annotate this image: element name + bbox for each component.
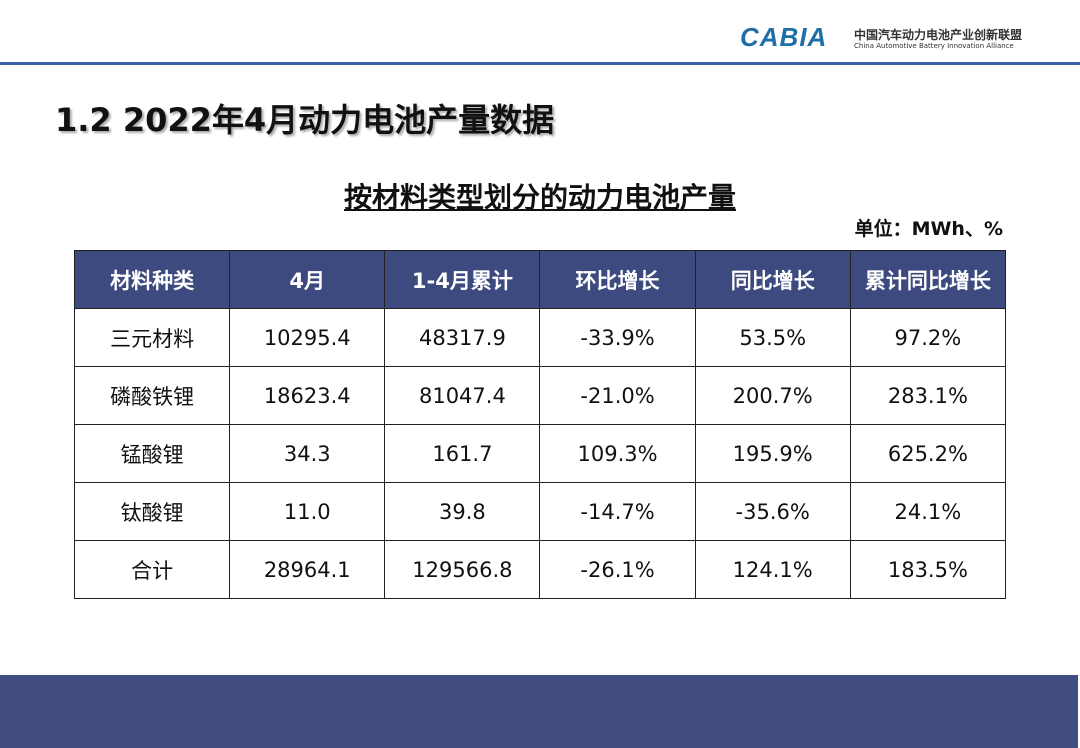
table-cell: 283.1% [849, 366, 1007, 425]
table-cell: 625.2% [849, 424, 1007, 483]
footer-band [0, 675, 1078, 748]
table-cell: 81047.4 [384, 366, 541, 425]
table-cell: 129566.8 [384, 540, 541, 599]
table-cell: 124.1% [694, 540, 851, 599]
table-cell: 109.3% [539, 424, 696, 483]
table-cell: 34.3 [229, 424, 386, 483]
table-cell: 10295.4 [229, 308, 386, 367]
header-row: 材料种类 4月 1-4月累计 环比增长 同比增长 累计同比增长 [73, 250, 1007, 309]
table-row: 合计 28964.1 129566.8 -26.1% 124.1% 183.5% [73, 540, 1007, 599]
table-cell: 200.7% [694, 366, 851, 425]
table-cell: 39.8 [384, 482, 541, 541]
column-header: 环比增长 [539, 250, 696, 309]
org-name: 中国汽车动力电池产业创新联盟 [854, 28, 1023, 42]
table-cell: 97.2% [849, 308, 1007, 367]
table-cell: 24.1% [849, 482, 1007, 541]
table-cell: 磷酸铁锂 [73, 366, 231, 425]
table-row: 三元材料 10295.4 48317.9 -33.9% 53.5% 97.2% [73, 308, 1007, 367]
column-header: 1-4月累计 [384, 250, 541, 309]
divider [0, 62, 1080, 65]
table-row: 磷酸铁锂 18623.4 81047.4 -21.0% 200.7% 283.1% [73, 366, 1007, 425]
table-title: 按材料类型划分的动力电池产量 [343, 181, 736, 214]
table-cell: 18623.4 [229, 366, 386, 425]
table-cell: -14.7% [539, 482, 696, 541]
slide-title: 1.2 2022年4月动力电池产量数据 [55, 101, 555, 139]
data-table: 材料种类 4月 1-4月累计 环比增长 同比增长 累计同比增长 三元材料 10295.4 483… [73, 250, 1007, 599]
table-cell: 11.0 [229, 482, 386, 541]
table-cell: 53.5% [694, 308, 851, 367]
table-cell: -33.9% [539, 308, 696, 367]
table-cell: 28964.1 [229, 540, 386, 599]
table-cell: 锰酸锂 [73, 424, 231, 483]
table-cell: 三元材料 [73, 308, 231, 367]
table-cell: 48317.9 [384, 308, 541, 367]
table-cell: -21.0% [539, 366, 696, 425]
table-cell: 161.7 [384, 424, 541, 483]
table-cell: 合计 [73, 540, 231, 599]
column-header: 同比增长 [694, 250, 851, 309]
table-cell: -26.1% [539, 540, 696, 599]
table-row: 钛酸锂 11.0 39.8 -14.7% -35.6% 24.1% [73, 482, 1007, 541]
column-header: 4月 [229, 250, 386, 309]
table-row: 锰酸锂 34.3 161.7 109.3% 195.9% 625.2% [73, 424, 1007, 483]
table-cell: 195.9% [694, 424, 851, 483]
table-cell: -35.6% [694, 482, 851, 541]
logo: CABIA [740, 22, 828, 52]
table-cell: 183.5% [849, 540, 1007, 599]
org-name-en: China Automotive Battery Innovation Alli… [854, 42, 1014, 50]
column-header: 材料种类 [73, 250, 231, 309]
table-cell: 钛酸锂 [73, 482, 231, 541]
column-header: 累计同比增长 [849, 250, 1007, 309]
unit-label: 单位：MWh、% [854, 218, 1003, 240]
